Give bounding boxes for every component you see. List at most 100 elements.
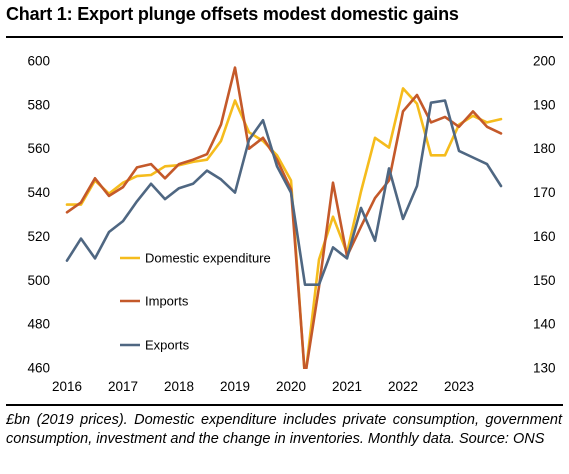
data-point [360,207,362,209]
legend: Domestic expenditure Imports Exports [120,251,271,353]
data-point [108,194,110,197]
data-point [94,177,96,180]
data-point [416,94,418,96]
left-y-tick-label: 540 [27,185,50,200]
left-y-tick-label: 460 [27,361,50,376]
data-point [304,283,306,286]
data-point [206,158,208,161]
data-point [332,246,334,249]
left-y-axis: 600 580 560 540 520 500 480 460 [27,54,50,376]
data-point [262,119,264,122]
data-point [500,132,502,135]
data-point [416,102,418,105]
x-tick-label: 2021 [332,379,362,394]
series-lines [65,66,503,378]
x-tick-label: 2020 [276,379,306,394]
x-tick-label: 2023 [444,379,474,394]
data-point [472,114,474,117]
data-point [472,156,474,159]
data-point [444,154,446,157]
data-point [402,110,404,113]
right-y-tick-label: 130 [533,361,556,376]
right-y-tick-label: 190 [533,97,556,112]
legend-item: Imports [120,294,189,309]
data-point [290,191,292,194]
data-point [192,160,194,163]
data-point [276,154,278,157]
series-exports [65,99,503,287]
data-point [262,136,264,139]
data-point [220,140,222,142]
legend-label: Imports [145,294,189,309]
legend-item: Domestic expenditure [120,251,271,266]
data-point [136,166,138,169]
data-point [150,174,152,176]
left-y-tick-label: 500 [27,273,50,288]
data-point [150,182,152,185]
data-point [136,200,138,203]
x-tick-label: 2017 [108,379,138,394]
data-point [164,177,166,180]
data-point [220,178,222,181]
data-point [122,181,124,184]
data-point [248,147,250,150]
data-point [178,187,180,190]
data-point [192,182,194,185]
data-point [444,99,446,102]
data-point [206,153,208,156]
right-y-tick-label: 140 [533,317,556,332]
title-rule [6,36,563,38]
data-point [108,231,110,233]
x-tick-label: 2018 [164,379,194,394]
data-point [206,169,208,172]
left-y-tick-label: 580 [27,97,50,112]
series-imports [65,66,503,378]
data-point [304,376,306,378]
x-tick-label: 2019 [220,379,250,394]
data-point [500,185,502,187]
series-line [65,99,503,287]
data-point [234,66,236,69]
data-point [80,201,82,204]
data-point [164,198,166,201]
data-point [220,123,222,126]
data-point [388,146,390,149]
legend-label: Domestic expenditure [145,251,271,266]
x-tick-label: 2016 [52,379,82,394]
right-y-axis: 200 190 180 170 160 150 140 130 [533,54,556,376]
line-chart: 600 580 560 540 520 500 480 460 200 190 180 170 160… [27,54,556,395]
legend-item: Exports [120,338,190,353]
data-point [178,163,180,165]
data-point [500,118,502,121]
data-point [416,185,418,187]
x-axis: 2016 2017 2018 2019 2020 2021 2022 2023 [52,379,474,394]
right-y-tick-label: 150 [533,273,556,288]
data-point [234,99,236,102]
data-point [248,131,250,134]
data-point [94,257,96,260]
data-point [430,101,432,104]
data-point [122,186,124,188]
data-point [430,121,432,124]
chart-caption: £bn (2019 prices). Domestic expenditure … [6,412,562,447]
data-point [472,110,474,113]
right-y-tick-label: 160 [533,229,556,244]
data-point [66,203,68,206]
legend-label: Exports [145,338,190,353]
data-point [486,163,488,165]
data-point [234,191,236,194]
series-domestic-expenditure [65,87,503,369]
data-point [374,136,376,139]
data-point [360,225,362,228]
series-line [65,66,503,369]
data-point [290,179,292,182]
data-point [388,179,390,182]
data-point [430,154,432,157]
left-y-tick-label: 480 [27,317,50,332]
data-point [486,121,488,124]
data-point [276,165,278,168]
data-point [122,220,124,222]
right-y-tick-label: 180 [533,141,556,156]
data-point [444,116,446,118]
data-point [402,217,404,220]
